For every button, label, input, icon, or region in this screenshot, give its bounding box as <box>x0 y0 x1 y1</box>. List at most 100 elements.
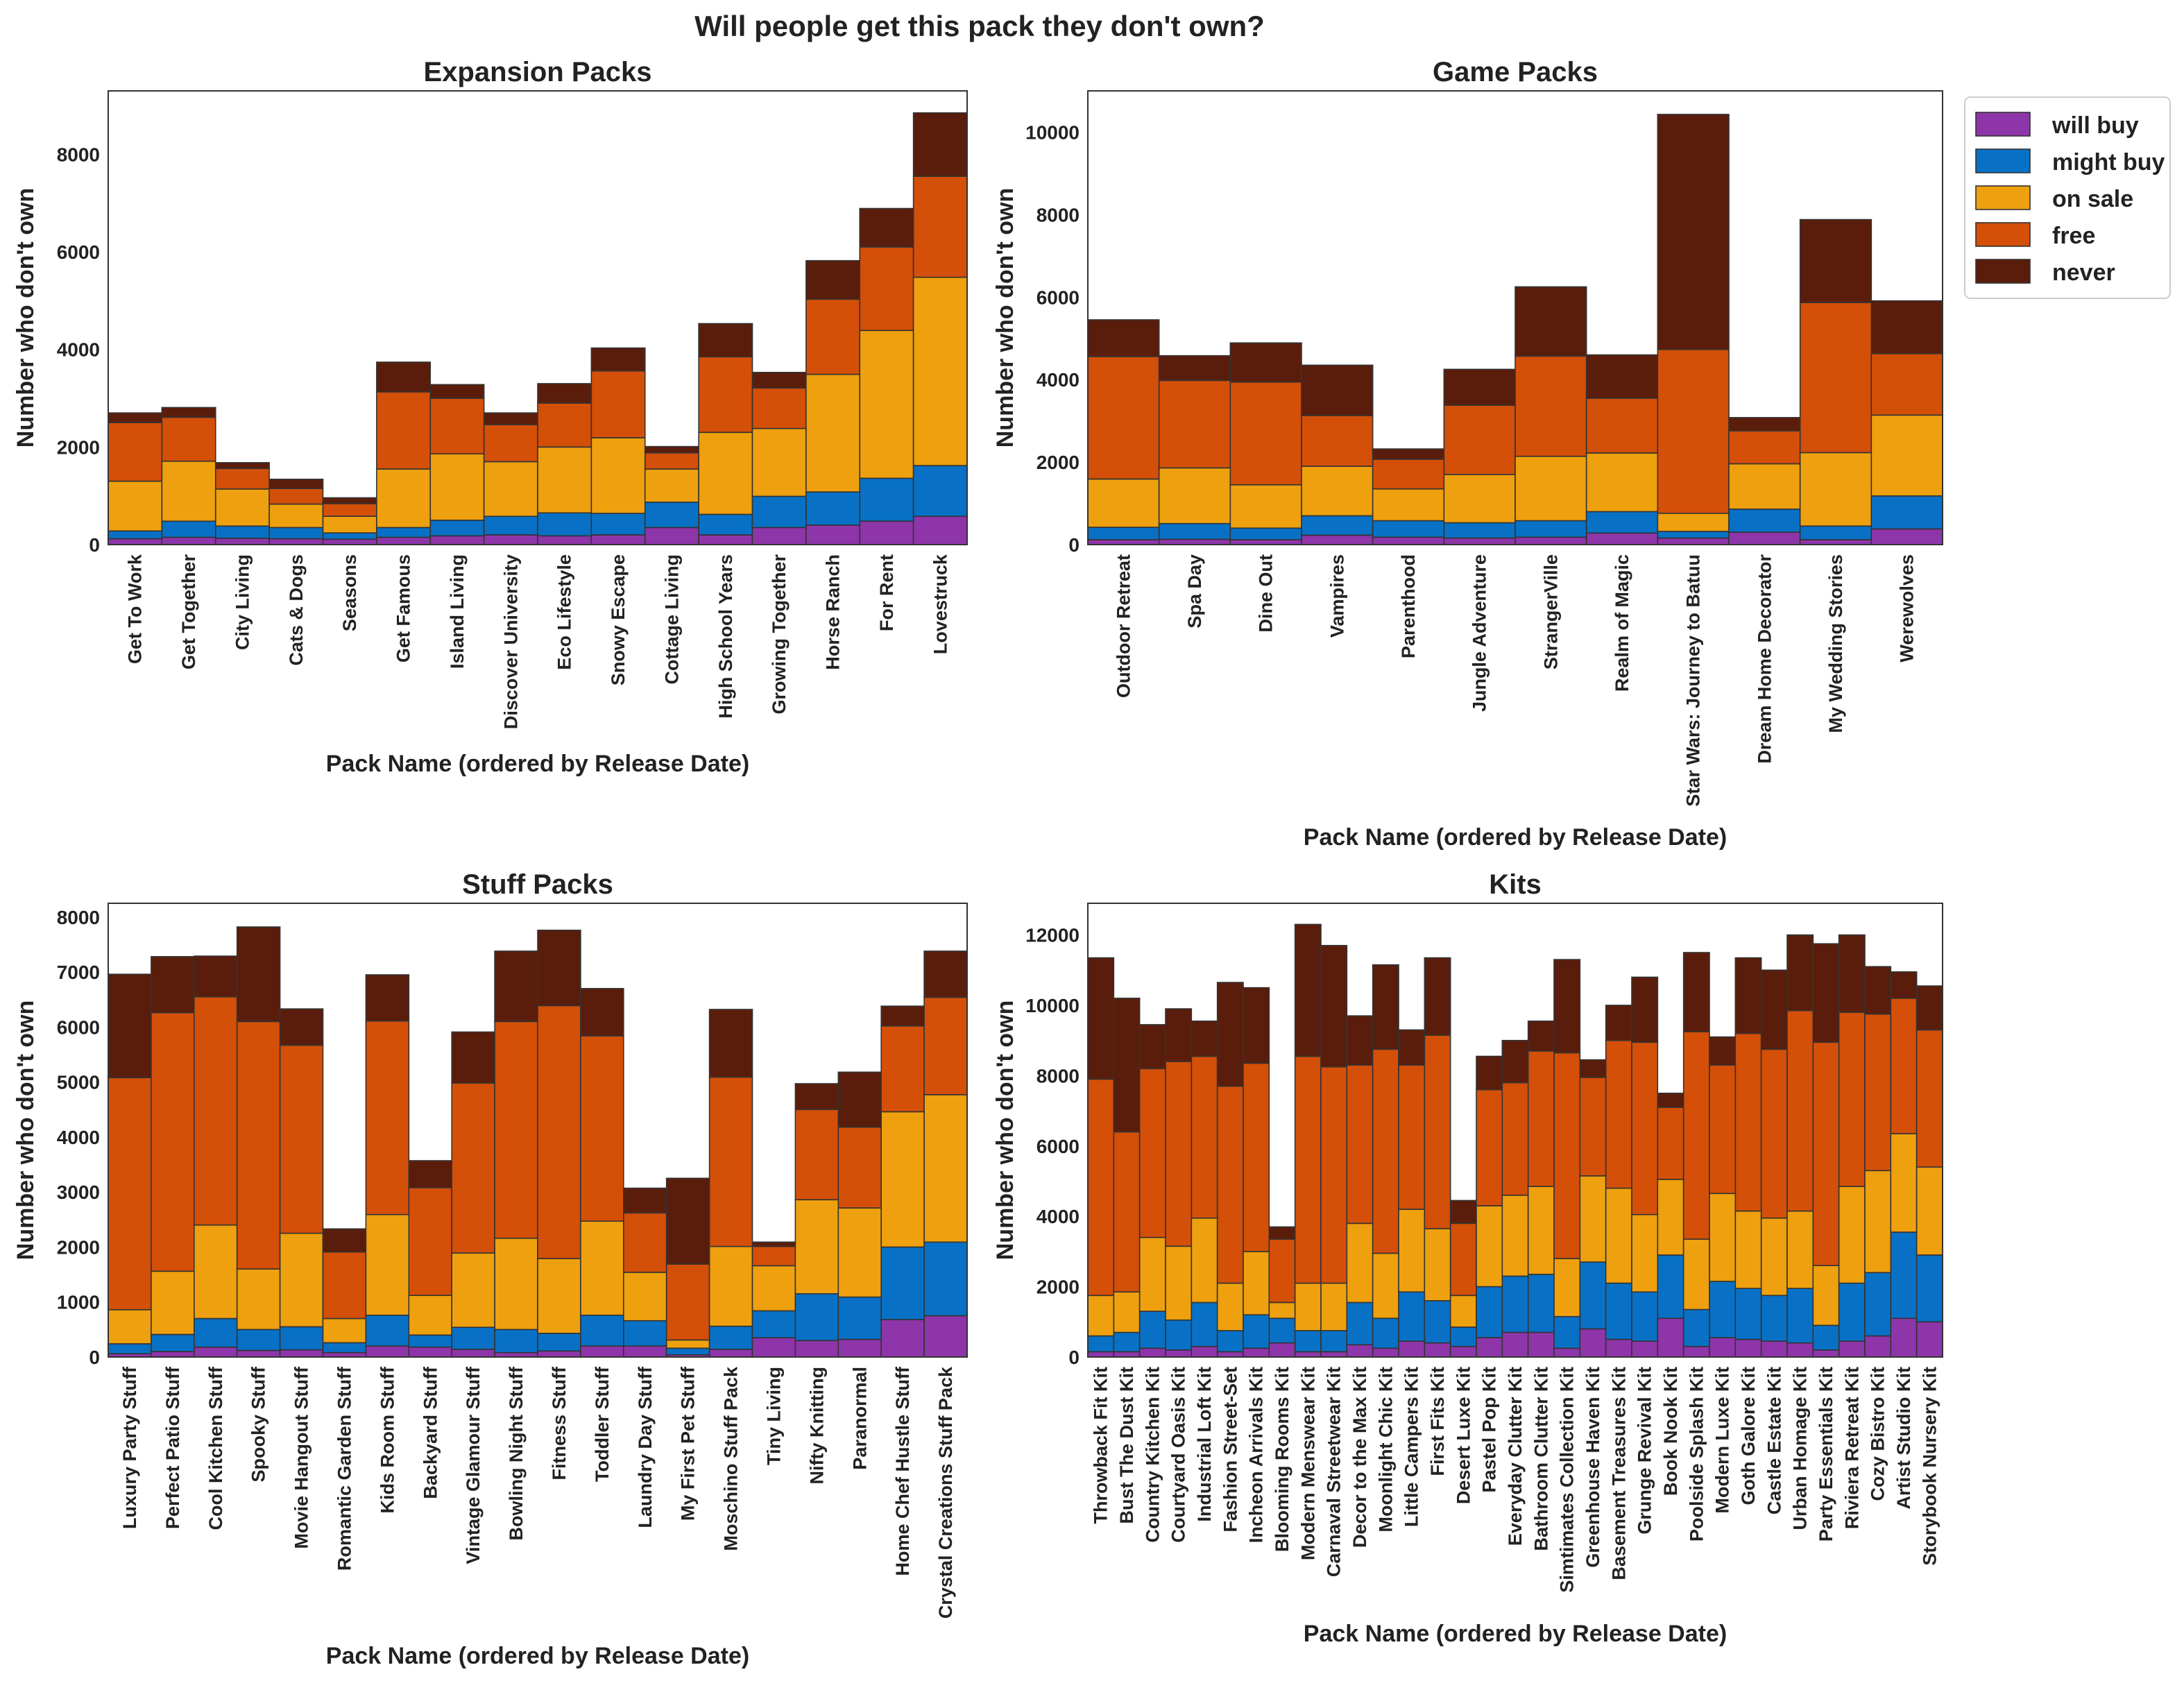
bar-segment-free <box>1515 355 1587 457</box>
bar-segment-might-buy <box>1812 1324 1840 1351</box>
bar-segment-will-buy <box>912 515 968 545</box>
y-tick-label: 2000 <box>57 1236 100 1258</box>
bar-segment-never <box>236 926 281 1023</box>
bar-segment-free <box>880 1025 925 1113</box>
bar-segment-free <box>322 1251 367 1320</box>
bar-segment-might-buy <box>451 1326 495 1350</box>
bar-segment-never <box>622 1187 667 1214</box>
bar-segment-on-sale <box>537 1258 581 1334</box>
bar-segment-never <box>1864 966 1892 1015</box>
bar-segment-never <box>1449 1200 1477 1225</box>
bar-segment-free <box>1443 404 1516 475</box>
x-tick-label: City Living <box>232 554 253 650</box>
bar-segment-on-sale <box>1476 1205 1503 1288</box>
bar-segment-on-sale <box>365 1213 410 1316</box>
bar-segment-on-sale <box>880 1111 925 1248</box>
bar-segment-on-sale <box>708 1245 753 1327</box>
bar-segment-never <box>1158 355 1231 382</box>
bar-segment-on-sale <box>1449 1295 1477 1328</box>
bar-segment-might-buy <box>236 1329 281 1351</box>
x-tick-label: Bowling Night Stuff <box>506 1366 527 1540</box>
bar-segment-might-buy <box>483 515 538 536</box>
x-tick-label: Cats & Dogs <box>286 554 307 666</box>
y-tick-label: 8000 <box>1036 204 1080 225</box>
bar-segment-will-buy <box>880 1319 925 1358</box>
bar-segment-might-buy <box>1605 1282 1632 1340</box>
panel-title: Expansion Packs <box>423 57 651 87</box>
x-tick-label: Pastel Pop Kit <box>1479 1367 1500 1493</box>
y-tick-label: 5000 <box>57 1072 100 1093</box>
bar-segment-on-sale <box>214 488 270 527</box>
bar-segment-free <box>1631 1041 1659 1215</box>
bar-segment-might-buy <box>1243 1314 1270 1349</box>
bar-segment-will-buy <box>751 1337 796 1358</box>
x-tick-label: Laundry Day Stuff <box>635 1366 656 1528</box>
bar-segment-might-buy <box>429 520 485 537</box>
bar-segment-might-buy <box>1294 1330 1322 1353</box>
legend: will buy might buy on sale free never <box>1964 96 2171 299</box>
bar-segment-might-buy <box>108 1343 152 1355</box>
bar-segment-on-sale <box>408 1295 452 1336</box>
bar-segment-might-buy <box>1301 515 1374 536</box>
bar-segment-will-buy <box>1165 1349 1193 1358</box>
bar-segment-on-sale <box>1631 1213 1659 1293</box>
bar-segment-on-sale <box>1728 463 1801 510</box>
bar-segment-never <box>751 1241 796 1247</box>
bar-segment-never <box>1553 959 1581 1054</box>
bar-segment-on-sale <box>1398 1209 1426 1293</box>
bar-segment-free <box>537 1005 581 1259</box>
bar-segment-might-buy <box>1760 1295 1788 1342</box>
bar-segment-might-buy <box>161 520 216 538</box>
bar-segment-never <box>1760 969 1788 1050</box>
bar-segment-might-buy <box>1579 1261 1607 1330</box>
x-tick-label: Luxury Party Stuff <box>119 1366 140 1529</box>
bar-segment-on-sale <box>805 373 861 493</box>
bar-segment-might-buy <box>708 1325 753 1350</box>
x-tick-label: Artist Studio Kit <box>1893 1367 1914 1509</box>
x-tick-label: Get Famous <box>393 554 414 663</box>
bar-segment-on-sale <box>1585 452 1659 513</box>
panel-title: Stuff Packs <box>462 869 613 900</box>
bar-segment-never <box>1682 952 1710 1032</box>
bar-segment-free <box>1229 381 1302 486</box>
bar-segment-might-buy <box>1870 495 1943 530</box>
bar-segment-never <box>408 1160 452 1188</box>
bar-segment-will-buy <box>1585 532 1659 545</box>
bar-segment-never <box>1799 219 1872 303</box>
bar-segment-will-buy <box>1734 1338 1762 1358</box>
bar-segment-free <box>1709 1064 1737 1195</box>
bar-segment-never <box>1890 971 1918 999</box>
y-tick-label: 4000 <box>1036 1206 1080 1227</box>
bar-segment-will-buy <box>1372 1347 1399 1358</box>
bar-segment-on-sale <box>494 1237 538 1331</box>
x-tick-label: Goth Galore Kit <box>1738 1367 1759 1505</box>
bar-segment-will-buy <box>1191 1345 1218 1358</box>
x-tick-label: Get To Work <box>125 554 146 664</box>
bar-segment-never <box>859 207 914 248</box>
bar-segment-free <box>1760 1048 1788 1219</box>
bar-segment-will-buy <box>193 1346 238 1358</box>
bar-segment-on-sale <box>151 1270 195 1336</box>
bar-segment-will-buy <box>622 1345 667 1358</box>
bar-segment-never <box>1165 1008 1193 1062</box>
bar-segment-on-sale <box>580 1220 624 1316</box>
x-tick-label: My First Pet Stuff <box>678 1366 699 1521</box>
x-tick-label: Eco Lifestyle <box>554 554 575 670</box>
bar-segment-never <box>751 371 807 389</box>
bar-segment-will-buy <box>1515 536 1587 545</box>
bar-segment-never <box>1476 1055 1503 1091</box>
bar-segment-will-buy <box>161 536 216 545</box>
bar-segment-on-sale <box>923 1094 968 1243</box>
bar-segment-might-buy <box>1657 1254 1684 1320</box>
x-tick-label: Modern Luxe Kit <box>1712 1367 1733 1514</box>
bar-segment-might-buy <box>1449 1326 1477 1347</box>
y-tick-label: 6000 <box>1036 287 1080 308</box>
bar-segment-never <box>483 412 538 425</box>
bar-segment-never <box>1631 976 1659 1043</box>
x-tick-label: Get Together <box>178 554 199 670</box>
bar-segment-might-buy <box>805 491 861 526</box>
bar-segment-will-buy <box>1216 1351 1244 1358</box>
bar-segment-never <box>1191 1021 1218 1057</box>
bar-segment-never <box>322 1228 367 1253</box>
bar-segment-on-sale <box>1294 1282 1322 1331</box>
